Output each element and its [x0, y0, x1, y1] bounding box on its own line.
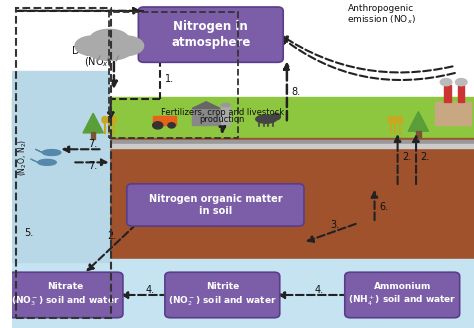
Text: 7.: 7.: [89, 161, 98, 171]
FancyBboxPatch shape: [127, 184, 304, 226]
Bar: [444, 85, 451, 102]
Bar: [416, 131, 420, 138]
Ellipse shape: [111, 116, 117, 123]
Text: 5.: 5.: [24, 228, 33, 238]
Text: Deposition: Deposition: [72, 46, 124, 56]
Text: 6.: 6.: [379, 202, 388, 212]
Ellipse shape: [397, 116, 403, 123]
Ellipse shape: [38, 159, 56, 165]
Bar: [435, 102, 472, 125]
Text: (N$_2$O, N$_2$): (N$_2$O, N$_2$): [17, 139, 29, 176]
Text: Nitrogen organic matter
in soil: Nitrogen organic matter in soil: [148, 194, 282, 216]
Ellipse shape: [75, 36, 110, 56]
Ellipse shape: [90, 29, 128, 49]
Bar: [192, 108, 220, 125]
Ellipse shape: [107, 116, 112, 123]
Ellipse shape: [456, 78, 467, 86]
Polygon shape: [83, 113, 103, 133]
Ellipse shape: [102, 116, 108, 123]
Bar: [221, 105, 230, 125]
Text: (NO$_x$): (NO$_x$): [84, 56, 112, 69]
Text: 2.: 2.: [402, 153, 411, 162]
FancyBboxPatch shape: [345, 272, 460, 318]
Text: Nitrogen in
atmosphere: Nitrogen in atmosphere: [171, 20, 250, 49]
FancyBboxPatch shape: [165, 272, 280, 318]
FancyBboxPatch shape: [138, 7, 283, 62]
Bar: [457, 85, 465, 102]
Ellipse shape: [108, 36, 144, 56]
Text: Nitrite
(NO$_2^-$) soil and water: Nitrite (NO$_2^-$) soil and water: [168, 282, 277, 308]
Text: 4.: 4.: [145, 285, 155, 295]
Text: 4.: 4.: [315, 285, 324, 295]
Ellipse shape: [272, 113, 281, 120]
Text: Nitrate
(NO$_3^-$) soil and water: Nitrate (NO$_3^-$) soil and water: [11, 282, 120, 308]
Ellipse shape: [256, 115, 276, 123]
Ellipse shape: [440, 78, 452, 86]
Bar: [153, 115, 176, 125]
Bar: [12, 71, 109, 262]
Bar: [91, 132, 95, 139]
Text: Fertilizers, crop and livestock: Fertilizers, crop and livestock: [161, 108, 284, 117]
Text: 3.: 3.: [331, 219, 340, 230]
FancyBboxPatch shape: [8, 272, 123, 318]
Text: 2.: 2.: [107, 231, 116, 241]
Ellipse shape: [392, 116, 398, 123]
Text: 7.: 7.: [89, 139, 98, 149]
Text: 8.: 8.: [292, 87, 301, 97]
Ellipse shape: [42, 150, 61, 155]
Bar: [12, 140, 474, 144]
Ellipse shape: [221, 103, 230, 107]
Polygon shape: [192, 102, 220, 108]
Ellipse shape: [168, 123, 175, 128]
Text: production: production: [200, 115, 245, 124]
Text: Anthropogenic: Anthropogenic: [348, 4, 415, 13]
Bar: [12, 97, 474, 138]
Ellipse shape: [388, 116, 393, 123]
Bar: [12, 138, 474, 262]
Ellipse shape: [153, 122, 163, 129]
Text: 2.: 2.: [420, 153, 430, 162]
Text: emission (NO$_x$): emission (NO$_x$): [347, 14, 416, 26]
Bar: [12, 259, 474, 328]
Bar: [12, 144, 474, 148]
Polygon shape: [408, 112, 428, 131]
Text: Ammonium
(NH$_4^+$) soil and water: Ammonium (NH$_4^+$) soil and water: [348, 282, 456, 308]
Ellipse shape: [84, 35, 134, 60]
Text: 1.: 1.: [164, 74, 174, 84]
